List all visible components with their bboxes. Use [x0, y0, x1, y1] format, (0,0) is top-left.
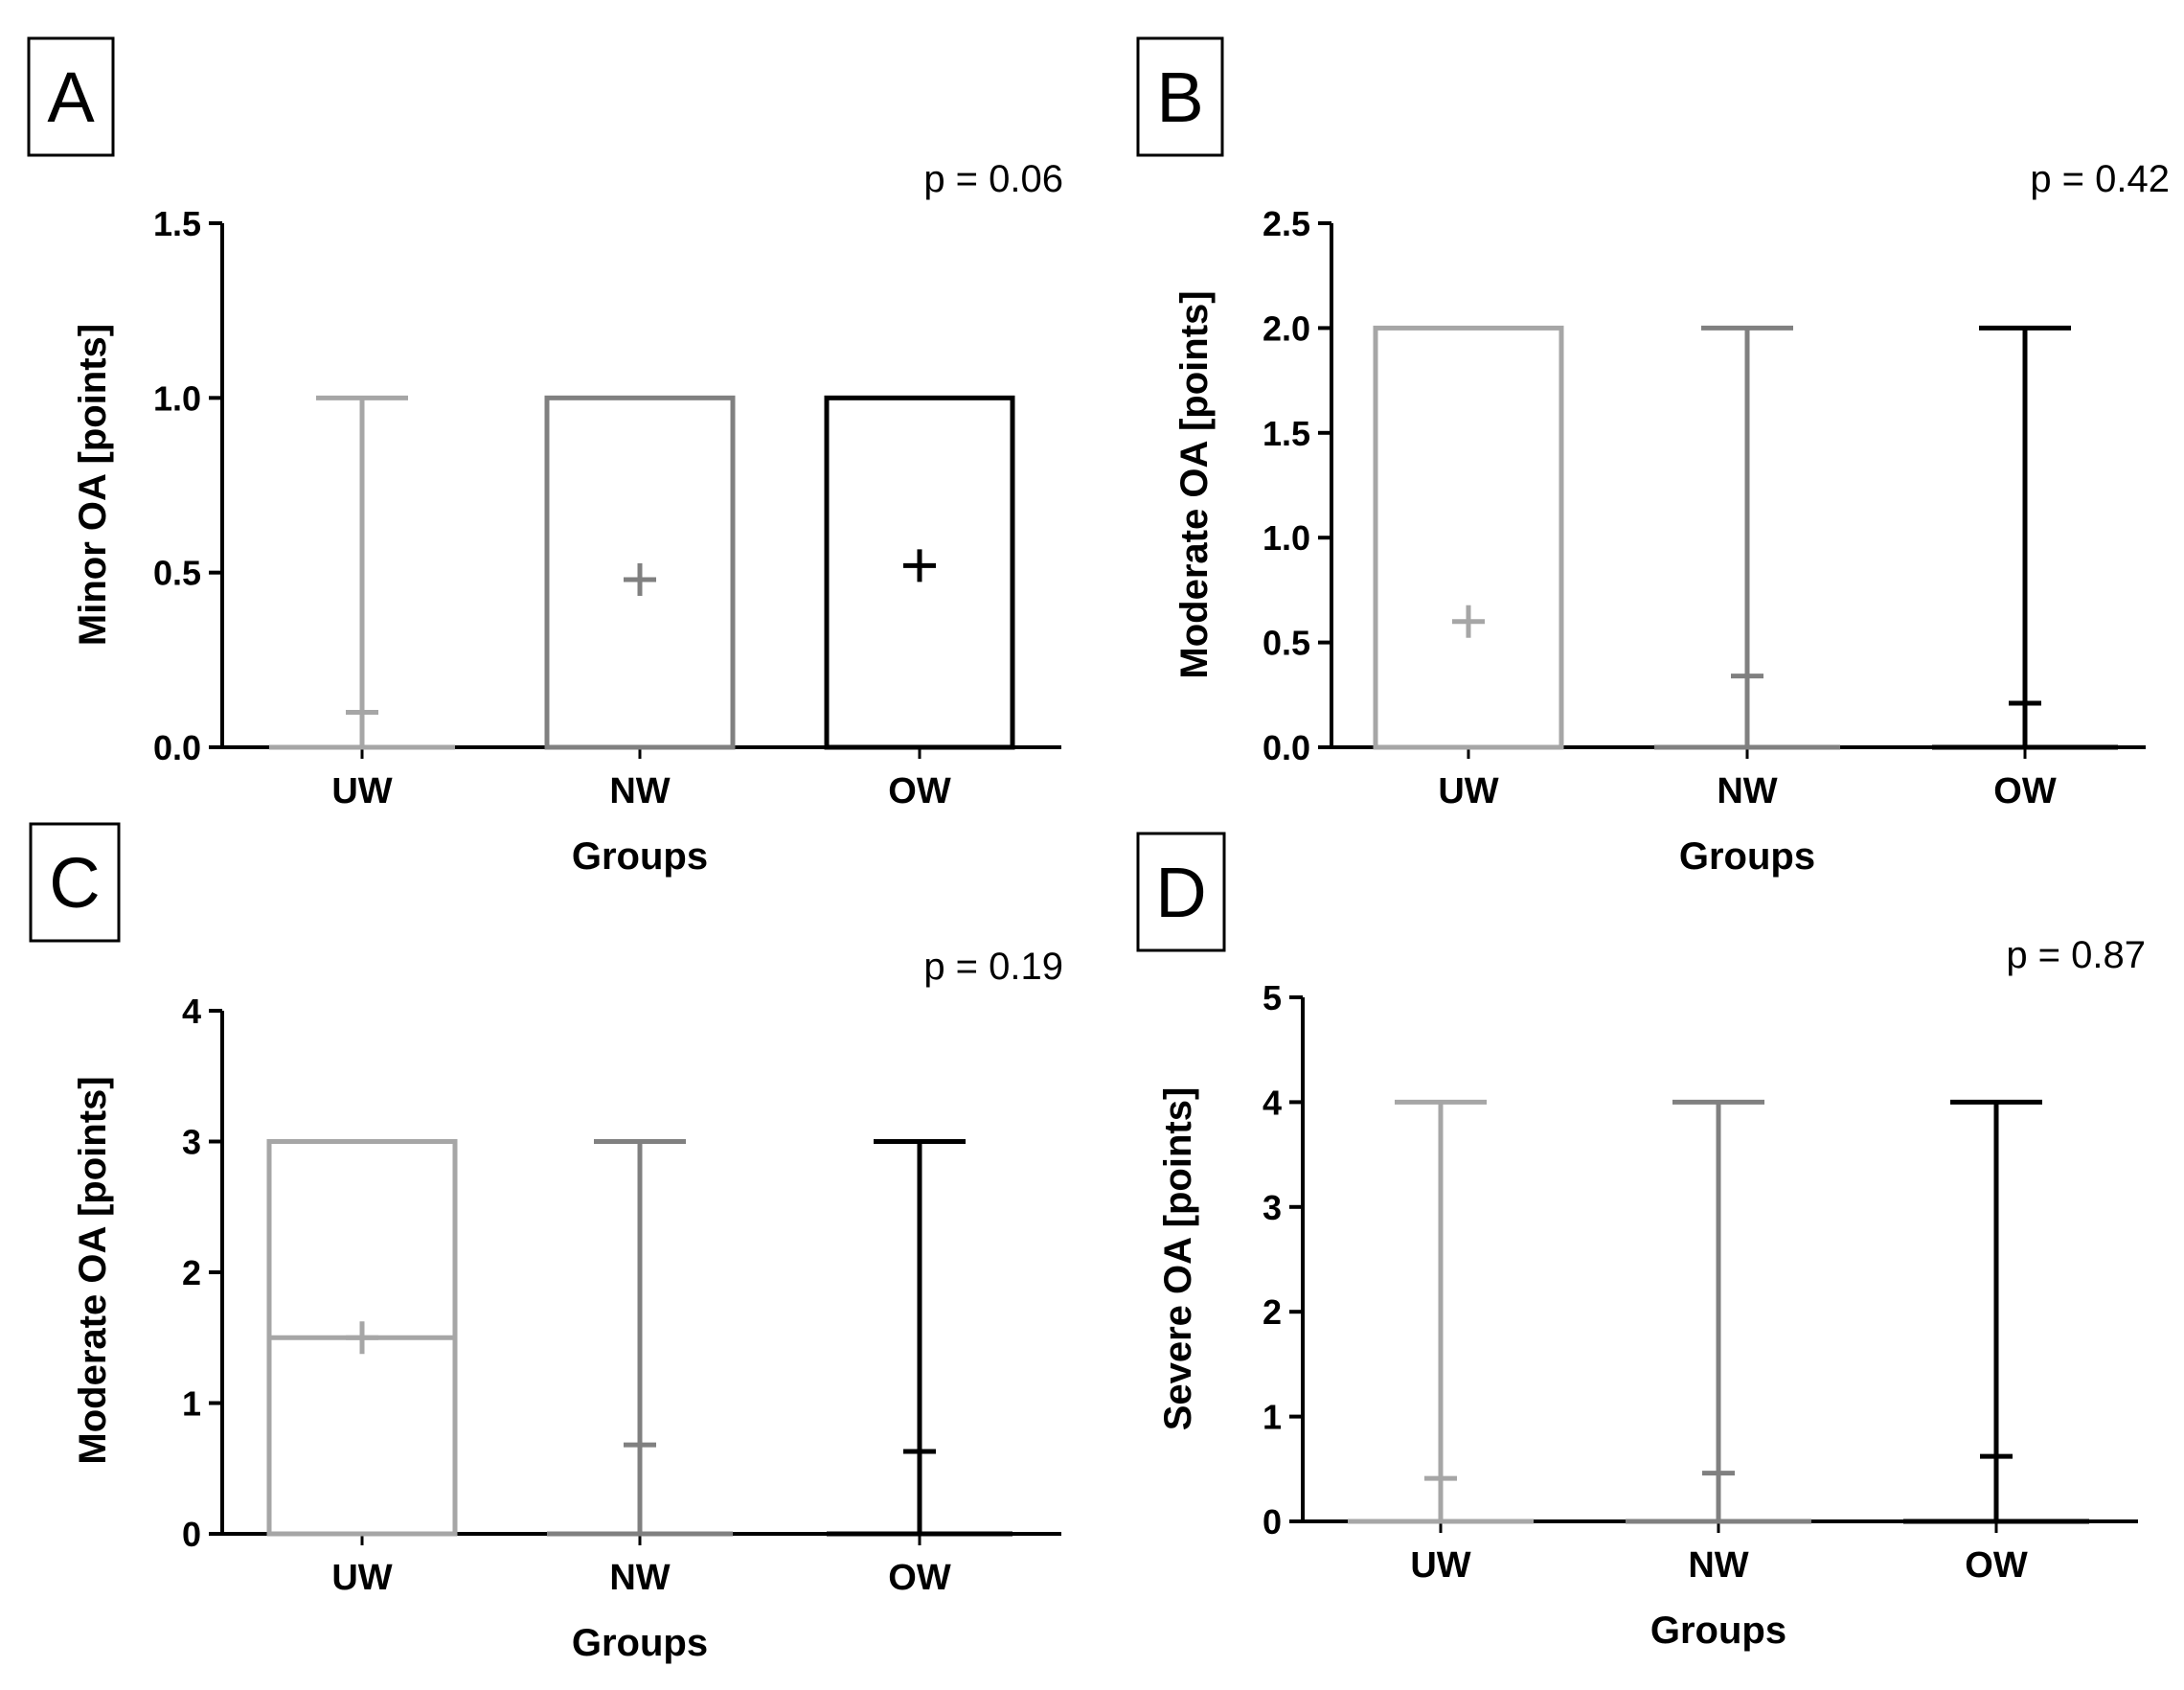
panel-label-box	[29, 822, 121, 943]
p-value: p = 0.06	[923, 158, 1063, 200]
panel-label-box	[1136, 832, 1226, 952]
panel-label: C	[49, 843, 100, 923]
x-tick-label: UW	[1438, 771, 1498, 811]
x-tick-label: UW	[1410, 1545, 1470, 1586]
boxplot-uw	[1373, 325, 1564, 750]
x-axis-title: Groups	[572, 835, 708, 878]
x-axis-title: Groups	[1650, 1610, 1786, 1652]
y-tick-label: 3	[1263, 1188, 1282, 1227]
boxplot-uw	[1348, 1099, 1534, 1524]
boxplot-nw	[1654, 325, 1840, 750]
y-tick-label: 0.0	[153, 728, 201, 767]
y-tick-label: 1	[182, 1384, 201, 1424]
p-value: p = 0.87	[2006, 934, 2146, 976]
y-axis-title: Moderate OA [points]	[1173, 290, 1216, 678]
x-tick-label: OW	[1993, 771, 2057, 811]
panel-d: Dp = 0.87 0 1 2 3 4 5 Severe OA [points] UW NW OW G…	[1136, 832, 2146, 1652]
y-tick-label: 2	[1263, 1292, 1282, 1332]
y-tick-label: 0	[1263, 1502, 1282, 1542]
boxplot-ow	[824, 395, 1015, 750]
y-tick-label: 2.5	[1263, 204, 1310, 243]
y-tick-label: 2.0	[1263, 308, 1310, 348]
x-tick-label: OW	[888, 771, 951, 811]
x-tick-label: NW	[609, 771, 670, 811]
boxplot-ow	[1932, 325, 2118, 750]
x-tick-label: UW	[331, 771, 392, 811]
boxplot-ow	[1903, 1099, 2089, 1524]
y-tick-label: 3	[182, 1123, 201, 1162]
y-axis-title: Severe OA [points]	[1157, 1087, 1199, 1431]
y-tick-label: 0.0	[1263, 728, 1310, 767]
y-tick-label: 1.5	[1263, 414, 1310, 453]
panel-c: Cp = 0.19 0 1 2 3 4 Moderate OA [points] UW NW OW…	[29, 822, 1063, 1664]
panel-label-box	[27, 36, 115, 157]
box	[824, 395, 1015, 750]
boxplot-nw	[1626, 1099, 1811, 1524]
y-tick-label: 5	[1263, 978, 1282, 1017]
y-tick-label: 0.5	[1263, 624, 1310, 663]
x-tick-label: NW	[609, 1558, 670, 1598]
panel-label: D	[1155, 853, 1206, 932]
p-value: p = 0.19	[923, 946, 1063, 988]
x-tick-label: OW	[888, 1558, 951, 1598]
panel-label-box	[1136, 36, 1224, 157]
p-value: p = 0.42	[2030, 158, 2170, 200]
x-axis-title: Groups	[1679, 835, 1815, 878]
x-tick-label: NW	[1717, 771, 1777, 811]
y-tick-label: 0.5	[153, 554, 201, 593]
y-tick-label: 1.5	[153, 204, 201, 243]
y-tick-label: 1	[1263, 1398, 1282, 1437]
x-tick-label: UW	[331, 1558, 392, 1598]
y-tick-label: 4	[1263, 1083, 1282, 1122]
x-tick-label: NW	[1688, 1545, 1748, 1586]
y-axis-title: Minor OA [points]	[72, 324, 114, 646]
boxplot-uw	[266, 1139, 458, 1537]
x-axis-title: Groups	[572, 1622, 708, 1664]
y-tick-label: 2	[182, 1253, 201, 1292]
panel-a: Ap = 0.06 0.0 0.5 1.0 1.5 Minor OA [points] UW…	[27, 36, 1063, 878]
boxplot-ow	[827, 1139, 1012, 1537]
boxplot-nw	[544, 395, 736, 750]
box	[1373, 325, 1564, 750]
x-tick-label: OW	[1965, 1545, 2028, 1586]
panel-label: B	[1156, 57, 1203, 137]
y-tick-label: 4	[182, 992, 201, 1031]
panel-label: A	[47, 57, 95, 137]
y-tick-label: 1.0	[1263, 518, 1310, 558]
box	[544, 395, 736, 750]
boxplot-nw	[547, 1139, 733, 1537]
y-tick-label: 1.0	[153, 378, 201, 418]
y-tick-label: 0	[182, 1515, 201, 1554]
boxplot-uw	[269, 395, 455, 750]
y-axis-title: Moderate OA [points]	[72, 1076, 114, 1464]
panel-b: Bp = 0.42 0.0 0.5 1.0 1.5 2.0 2.5 Moderate OA […	[1136, 36, 2170, 878]
